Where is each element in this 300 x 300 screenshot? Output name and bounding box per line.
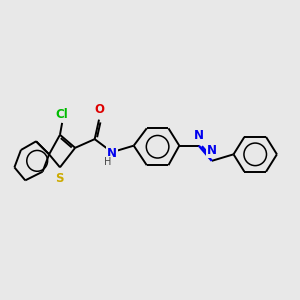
Text: H: H	[104, 157, 112, 167]
Text: Cl: Cl	[56, 108, 68, 121]
Text: N: N	[207, 144, 217, 157]
Text: S: S	[55, 172, 63, 185]
Text: N: N	[194, 129, 204, 142]
Text: O: O	[94, 103, 104, 116]
Text: N: N	[107, 147, 117, 160]
